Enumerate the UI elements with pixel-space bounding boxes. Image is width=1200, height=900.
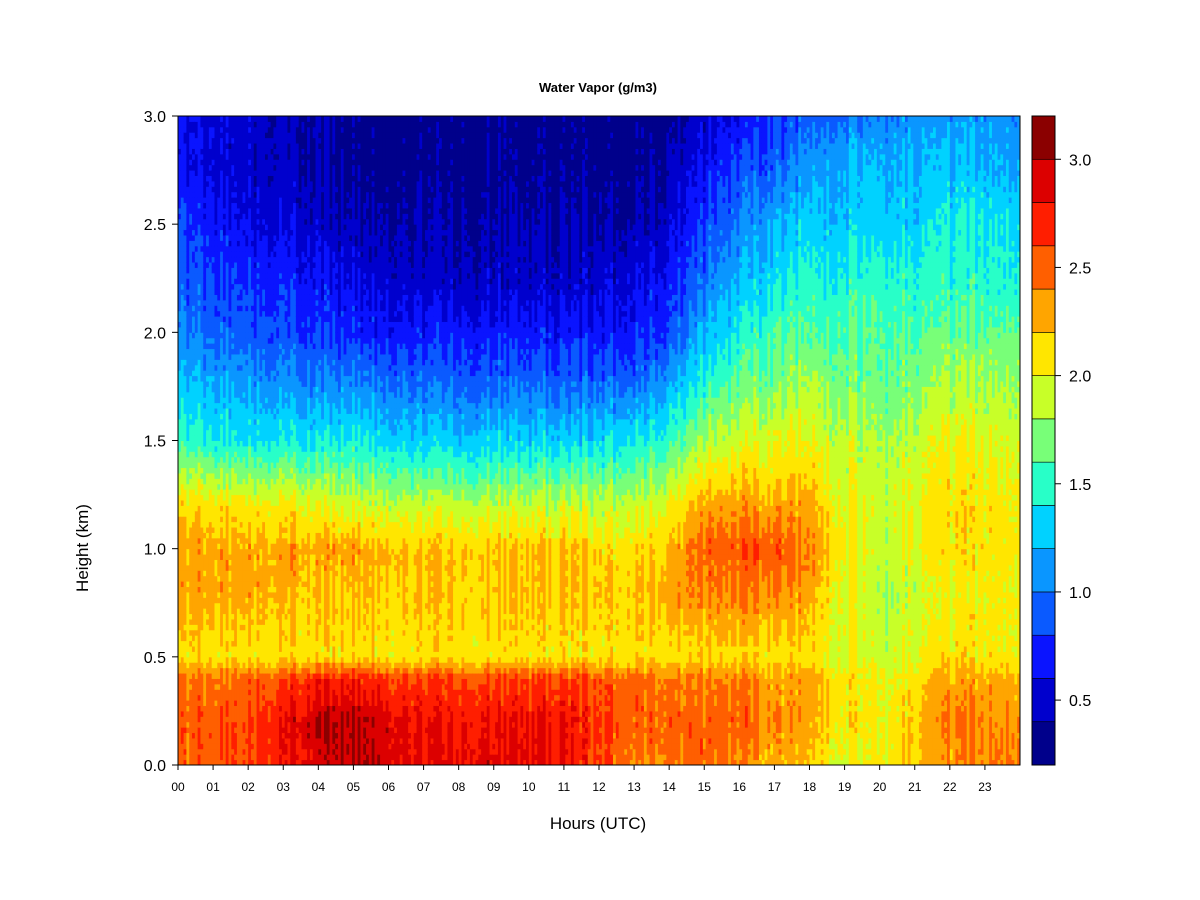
chart-title: Water Vapor (g/m3) — [539, 80, 657, 95]
heatmap-plot-area — [178, 116, 1021, 766]
